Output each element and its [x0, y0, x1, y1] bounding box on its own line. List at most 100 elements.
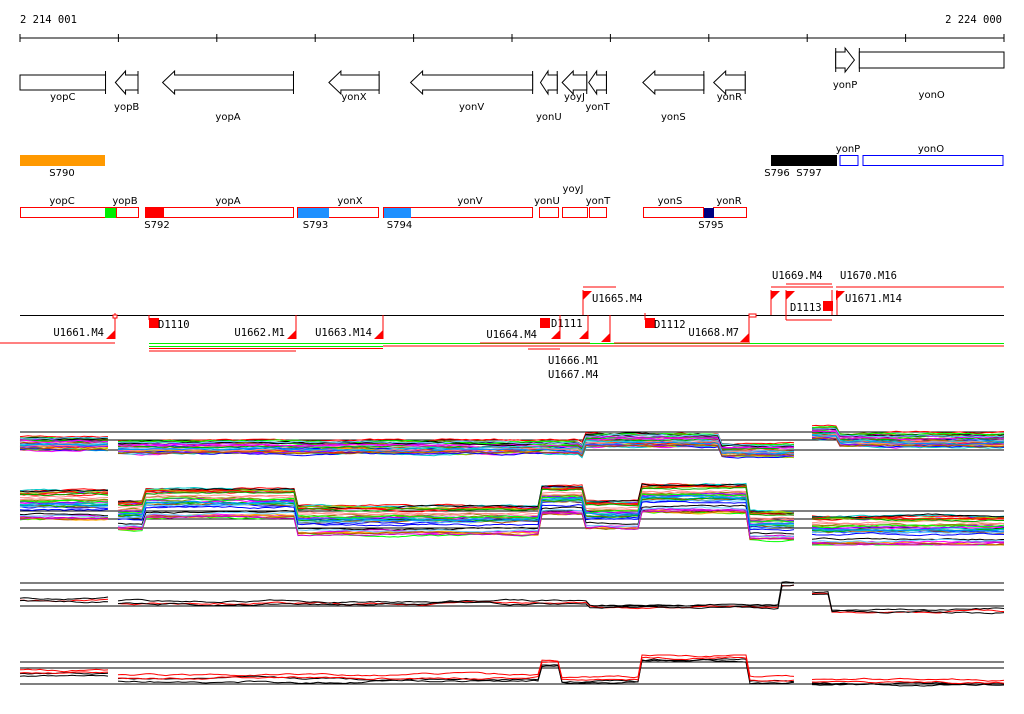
- tu-label: U1670.M16: [840, 270, 897, 282]
- expression-line: [811, 677, 1005, 682]
- expression-line: [117, 433, 795, 447]
- expression-line: [811, 683, 1005, 687]
- expression-line: [19, 489, 109, 493]
- expression-line: [117, 483, 795, 515]
- gene-arrow-yonU: [539, 69, 558, 96]
- expression-line: [19, 671, 109, 674]
- expression-line: [812, 437, 1005, 448]
- expression-line: [811, 434, 1005, 445]
- operon-marker-S792: [146, 208, 164, 218]
- expression-line: [118, 444, 795, 457]
- segment-label: S796: [764, 168, 789, 179]
- gene-arrow-yoyJ: [561, 69, 588, 96]
- coordinate-ruler: 2 214 001 2 224 000: [19, 14, 1005, 42]
- expression-line: [811, 537, 1004, 541]
- tu-promoter-box: [823, 301, 833, 311]
- expression-line: [117, 489, 795, 520]
- expression-profiles: [19, 424, 1005, 687]
- tu-start-flag: [583, 291, 592, 300]
- tu-label: U1668.M7: [688, 327, 739, 339]
- gene-arrow-yonS: [642, 69, 705, 96]
- operon-box: [713, 207, 747, 218]
- gene-arrow-yopC: [19, 74, 107, 91]
- gene-arrow-yonV: [409, 69, 534, 96]
- operon-box: [643, 207, 704, 218]
- tu-label: D1111: [551, 318, 583, 330]
- operon-marker-label: S794: [387, 220, 412, 231]
- operon-box: [297, 207, 379, 218]
- segment-gene-label: yonO: [918, 144, 944, 155]
- operon-marker-S793: [298, 208, 329, 218]
- gene-label: yonX: [341, 92, 366, 103]
- gene-label: yopB: [114, 102, 139, 113]
- expression-line: [117, 506, 795, 538]
- gene-label: yonS: [661, 112, 686, 123]
- expression-line: [19, 499, 109, 503]
- expression-line: [811, 541, 1005, 546]
- expression-line: [20, 447, 109, 451]
- operon-gene-label: yonS: [658, 196, 683, 207]
- tu-label: D1113: [790, 302, 822, 314]
- tu-end-flag: [579, 330, 588, 339]
- ruler-start-label: 2 214 001: [20, 14, 77, 26]
- tu-promoter-box: [645, 318, 655, 328]
- expression-line: [117, 486, 795, 516]
- expression-line: [19, 444, 109, 449]
- tu-start-flag: [786, 291, 795, 300]
- expression-line: [19, 508, 109, 512]
- tu-tick: [112, 314, 118, 319]
- tu-label: U1666.M1: [548, 355, 599, 367]
- expression-line: [19, 504, 109, 508]
- gene-label: yonT: [585, 102, 610, 113]
- operon-box: [20, 207, 106, 218]
- expression-line: [117, 494, 795, 526]
- tu-end-flag: [601, 333, 610, 342]
- expression-line: [19, 516, 109, 520]
- gene-arrow-yopB: [114, 69, 139, 96]
- expression-line: [117, 581, 795, 607]
- operon-gene-label: yopA: [215, 196, 240, 207]
- operon-box: [116, 207, 139, 218]
- tu-promoter-box: [540, 318, 550, 328]
- operon-track: S792 S793 S794 S795 yopC yopB yopA yonX yonV yonU…: [20, 184, 747, 231]
- expression-line: [811, 680, 1005, 685]
- tu-label: U1665.M4: [592, 293, 643, 305]
- expression-line: [117, 656, 795, 682]
- expression-line: [811, 520, 1005, 525]
- expression-line: [811, 527, 1005, 532]
- operon-box: [562, 207, 588, 218]
- tu-start-flag: [836, 291, 845, 300]
- tu-end-flag: [740, 333, 749, 342]
- expression-line: [19, 492, 109, 497]
- tu-label: U1669.M4: [772, 270, 823, 282]
- expression-line: [19, 437, 109, 441]
- operon-marker-label: S795: [698, 220, 723, 231]
- tu-label: U1671.M14: [845, 293, 902, 305]
- operon-marker-S795: [704, 208, 714, 218]
- expression-line: [19, 596, 109, 601]
- expression-line: [811, 532, 1005, 537]
- expression-line: [19, 514, 109, 518]
- expression-line: [117, 491, 795, 521]
- tu-end-flag: [287, 330, 296, 339]
- expression-line: [19, 439, 109, 444]
- gene-label: yonO: [919, 90, 945, 101]
- operon-gene-label: yopC: [49, 196, 74, 207]
- gene-arrow-yonP: [835, 46, 856, 74]
- expression-line: [117, 493, 794, 523]
- expression-line: [812, 681, 1005, 685]
- tu-end-flag: [106, 330, 115, 339]
- operon-box: [539, 207, 559, 218]
- tu-start-flag: [771, 291, 780, 300]
- tu-label: D1112: [654, 319, 686, 331]
- operon-box: [383, 207, 533, 218]
- expression-line: [811, 427, 1005, 438]
- expression-line: [811, 425, 1005, 436]
- expression-line: [811, 524, 1005, 529]
- gene-label: yonU: [536, 112, 562, 123]
- segment-label: S797: [796, 168, 821, 179]
- gene-arrow-yopA: [161, 69, 294, 96]
- gene-arrow-yonX: [328, 69, 380, 96]
- expression-line: [117, 440, 795, 455]
